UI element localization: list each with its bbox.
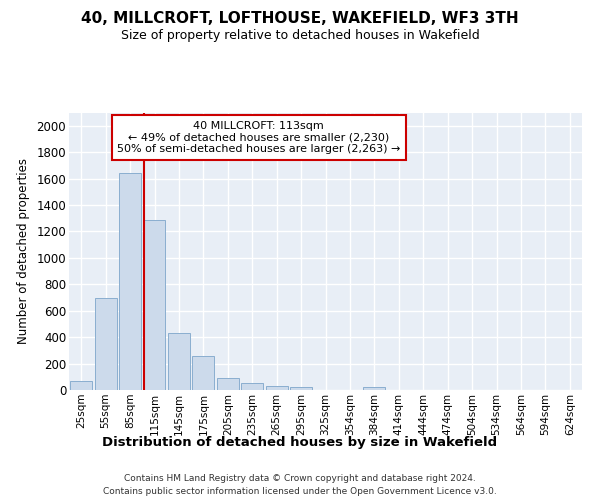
Bar xyxy=(290,386,312,390)
Bar xyxy=(193,356,214,390)
Bar xyxy=(119,174,141,390)
Bar xyxy=(266,386,287,390)
Bar xyxy=(70,382,92,390)
Bar xyxy=(241,382,263,390)
Bar xyxy=(143,220,166,390)
Text: Distribution of detached houses by size in Wakefield: Distribution of detached houses by size … xyxy=(103,436,497,449)
Text: Contains HM Land Registry data © Crown copyright and database right 2024.
Contai: Contains HM Land Registry data © Crown c… xyxy=(103,474,497,496)
Bar xyxy=(364,388,385,390)
Text: 40 MILLCROFT: 113sqm
← 49% of detached houses are smaller (2,230)
50% of semi-de: 40 MILLCROFT: 113sqm ← 49% of detached h… xyxy=(117,121,400,154)
Text: Size of property relative to detached houses in Wakefield: Size of property relative to detached ho… xyxy=(121,29,479,42)
Y-axis label: Number of detached properties: Number of detached properties xyxy=(17,158,29,344)
Bar xyxy=(95,298,116,390)
Bar xyxy=(217,378,239,390)
Bar xyxy=(168,332,190,390)
Text: 40, MILLCROFT, LOFTHOUSE, WAKEFIELD, WF3 3TH: 40, MILLCROFT, LOFTHOUSE, WAKEFIELD, WF3… xyxy=(81,11,519,26)
